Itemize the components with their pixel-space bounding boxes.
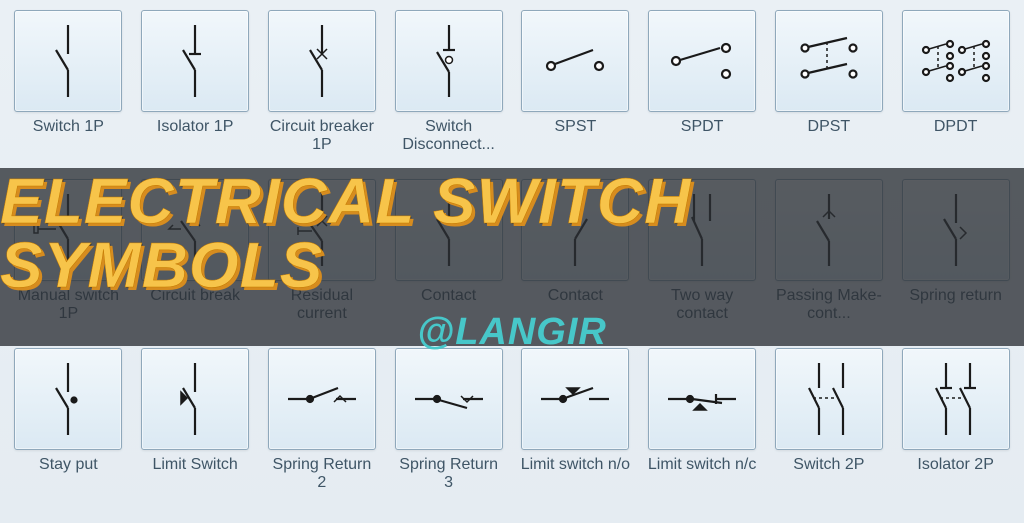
label-switch-disconnect: Switch Disconnect...	[393, 118, 505, 155]
label-circuit-breaker-1p: Circuit breaker 1P	[266, 118, 378, 155]
symbol-spdt	[658, 20, 746, 102]
label-limit-switch-no: Limit switch n/o	[521, 456, 630, 492]
cell-dpdt[interactable]: DPDT	[899, 10, 1012, 175]
symbol-switch-1p	[24, 20, 112, 102]
symbol-dpst	[785, 20, 873, 102]
tile-circuit-breaker-1p	[268, 10, 376, 112]
title-overlay: ELECTRICAL SWITCH SYMBOLS @LANGIR	[0, 168, 1024, 346]
cell-circuit-breaker-1p[interactable]: Circuit breaker 1P	[266, 10, 379, 175]
tile-switch-1p	[14, 10, 122, 112]
tile-switch-2p	[775, 348, 883, 450]
tile-isolator-1p	[141, 10, 249, 112]
symbol-limit-switch-no	[531, 358, 619, 440]
label-spst: SPST	[554, 118, 596, 154]
tile-isolator-2p	[902, 348, 1010, 450]
label-limit-switch: Limit Switch	[152, 456, 237, 492]
label-spring-return-2: Spring Return 2	[266, 456, 378, 493]
label-stay-put: Stay put	[39, 456, 98, 492]
label-switch-2p: Switch 2P	[793, 456, 864, 492]
cell-isolator-2p[interactable]: Isolator 2P	[899, 348, 1012, 513]
cell-switch-1p[interactable]: Switch 1P	[12, 10, 125, 175]
symbol-spst	[531, 20, 619, 102]
tile-stay-put	[14, 348, 122, 450]
symbol-stay-put	[24, 358, 112, 440]
label-limit-switch-nc: Limit switch n/c	[648, 456, 756, 492]
symbol-limit-switch-nc	[658, 358, 746, 440]
cell-spst[interactable]: SPST	[519, 10, 632, 175]
tile-dpdt	[902, 10, 1010, 112]
tile-spring-return-2	[268, 348, 376, 450]
label-spring-return-3: Spring Return 3	[393, 456, 505, 493]
symbol-dpdt	[912, 20, 1000, 102]
tile-spst	[521, 10, 629, 112]
cell-spdt[interactable]: SPDT	[646, 10, 759, 175]
tile-dpst	[775, 10, 883, 112]
symbol-circuit-breaker-1p	[278, 20, 366, 102]
cell-limit-switch[interactable]: Limit Switch	[139, 348, 252, 513]
overlay-subtitle: @LANGIR	[417, 311, 607, 354]
label-dpst: DPST	[808, 118, 851, 154]
symbol-spring-return-2	[278, 358, 366, 440]
tile-switch-disconnect	[395, 10, 503, 112]
cell-switch-2p[interactable]: Switch 2P	[773, 348, 886, 513]
symbol-limit-switch	[151, 358, 239, 440]
tile-limit-switch	[141, 348, 249, 450]
symbol-switch-2p	[785, 358, 873, 440]
tile-limit-switch-nc	[648, 348, 756, 450]
label-spdt: SPDT	[681, 118, 724, 154]
symbol-isolator-2p	[912, 358, 1000, 440]
tile-limit-switch-no	[521, 348, 629, 450]
tile-spdt	[648, 10, 756, 112]
cell-dpst[interactable]: DPST	[773, 10, 886, 175]
cell-spring-return-3[interactable]: Spring Return 3	[392, 348, 505, 513]
cell-limit-switch-nc[interactable]: Limit switch n/c	[646, 348, 759, 513]
cell-switch-disconnect[interactable]: Switch Disconnect...	[392, 10, 505, 175]
cell-stay-put[interactable]: Stay put	[12, 348, 125, 513]
cell-spring-return-2[interactable]: Spring Return 2	[266, 348, 379, 513]
symbol-switch-disconnect	[405, 20, 493, 102]
cell-limit-switch-no[interactable]: Limit switch n/o	[519, 348, 632, 513]
symbol-spring-return-3	[405, 358, 493, 440]
cell-isolator-1p[interactable]: Isolator 1P	[139, 10, 252, 175]
label-isolator-1p: Isolator 1P	[157, 118, 233, 154]
overlay-title: ELECTRICAL SWITCH SYMBOLS	[0, 169, 1024, 297]
label-switch-1p: Switch 1P	[33, 118, 104, 154]
symbol-isolator-1p	[151, 20, 239, 102]
label-dpdt: DPDT	[934, 118, 978, 154]
label-isolator-2p: Isolator 2P	[917, 456, 993, 492]
tile-spring-return-3	[395, 348, 503, 450]
